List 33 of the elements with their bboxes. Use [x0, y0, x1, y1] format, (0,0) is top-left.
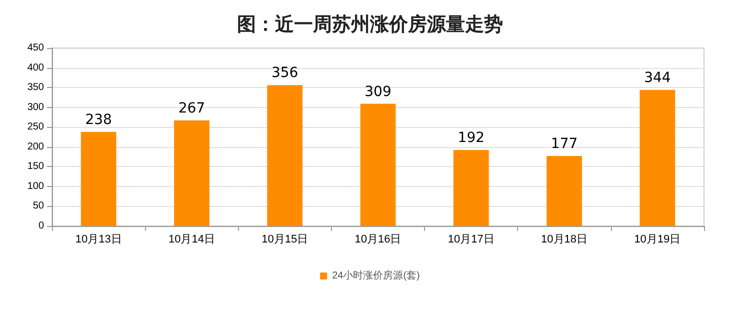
data-label: 309: [364, 84, 392, 100]
bar: [453, 150, 489, 226]
y-tick-label: 450: [27, 42, 44, 54]
bar: [546, 156, 582, 226]
x-tick-label: 10月16日: [354, 234, 402, 246]
x-tick-label: 10月15日: [262, 234, 308, 246]
data-label: 267: [178, 100, 206, 116]
bar: [640, 90, 676, 226]
y-tick-label: 350: [27, 82, 44, 94]
y-tick-label: 50: [32, 200, 44, 212]
data-label: 356: [271, 65, 298, 82]
data-label: 238: [85, 112, 112, 128]
y-tick-label: 400: [27, 62, 44, 74]
x-tick-label: 10月19日: [634, 234, 681, 246]
y-tick-label: 200: [27, 141, 44, 152]
bar: [174, 120, 210, 226]
y-tick-label: 250: [27, 122, 44, 133]
chart-title: 图：近一周苏州涨价房源量走势: [237, 14, 503, 36]
data-label: 344: [644, 70, 671, 86]
legend-label: 24小时涨价房源(套): [332, 270, 420, 282]
x-tick-label: 10月17日: [448, 234, 494, 246]
bar: [267, 85, 303, 226]
y-tick-label: 0: [38, 220, 44, 232]
y-tick-label: 300: [27, 102, 44, 113]
x-tick-label: 10月14日: [168, 234, 215, 246]
y-tick-label: 150: [27, 161, 44, 172]
x-tick-label: 10月13日: [75, 234, 122, 246]
data-label: 177: [550, 136, 578, 152]
x-tick-label: 10月18日: [541, 234, 588, 246]
data-label: 192: [458, 130, 485, 146]
bar: [80, 132, 116, 226]
y-tick-label: 100: [27, 180, 44, 192]
bar: [360, 104, 396, 226]
